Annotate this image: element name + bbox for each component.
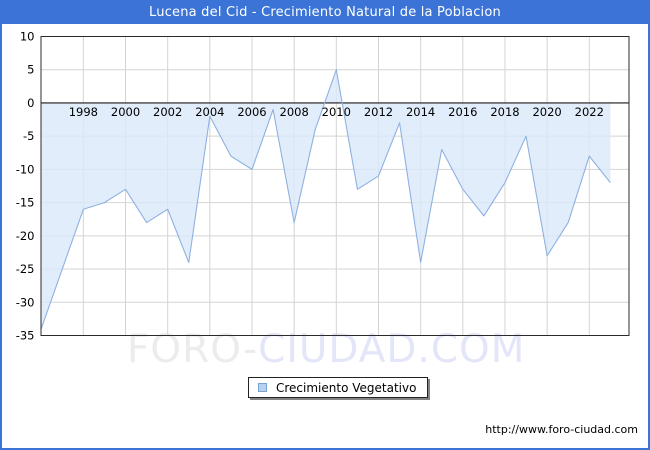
y-tick-label: -5 [23,129,34,143]
x-tick-label: 2006 [237,105,266,119]
y-tick-label: -10 [16,162,35,176]
legend: Crecimiento Vegetativo [248,377,429,398]
watermark-part2: CIUDAD.COM [258,327,526,372]
x-tick-label: 2002 [153,105,182,119]
x-tick-label: 2022 [575,105,604,119]
y-tick-label: -35 [16,329,35,343]
y-tick-label: -25 [16,262,35,276]
series-line [40,69,611,330]
x-tick-label: 2004 [195,105,224,119]
footer-url-link[interactable]: http://www.foro-ciudad.com [485,423,638,436]
x-tick-label: 2014 [406,105,435,119]
y-tick-label: -20 [16,229,35,243]
y-tick-label: 5 [27,63,34,77]
watermark-part1: FORO- [127,327,259,372]
plot-border [40,36,630,336]
area-fill [41,69,611,329]
y-tick-label: 10 [20,30,35,44]
y-tick-label: -15 [16,196,35,210]
x-tick-label: 2008 [280,105,309,119]
watermark: FORO-CIUDAD.COM [127,330,525,369]
x-tick-label: 2018 [490,105,519,119]
legend-swatch-icon [258,383,267,392]
x-tick-label: 2016 [448,105,477,119]
x-tick-label: 2000 [111,105,140,119]
title-bar: Lucena del Cid - Crecimiento Natural de … [0,0,650,24]
x-tick-label: 2010 [322,105,351,119]
x-tick-label: 1998 [69,105,98,119]
y-tick-label: 0 [27,96,34,110]
x-tick-label: 2020 [532,105,561,119]
y-tick-label: -30 [16,295,35,309]
page-title: Lucena del Cid - Crecimiento Natural de … [149,4,501,20]
x-tick-label: 2012 [364,105,393,119]
legend-label: Crecimiento Vegetativo [276,380,417,395]
y-axis-labels: 10 5 0 -5 -10 -15 -20 -25 -30 -35 [16,30,35,343]
x-axis-labels: 1998 2000 2002 2004 2006 2008 2010 2012 2014 2016… [69,105,604,119]
